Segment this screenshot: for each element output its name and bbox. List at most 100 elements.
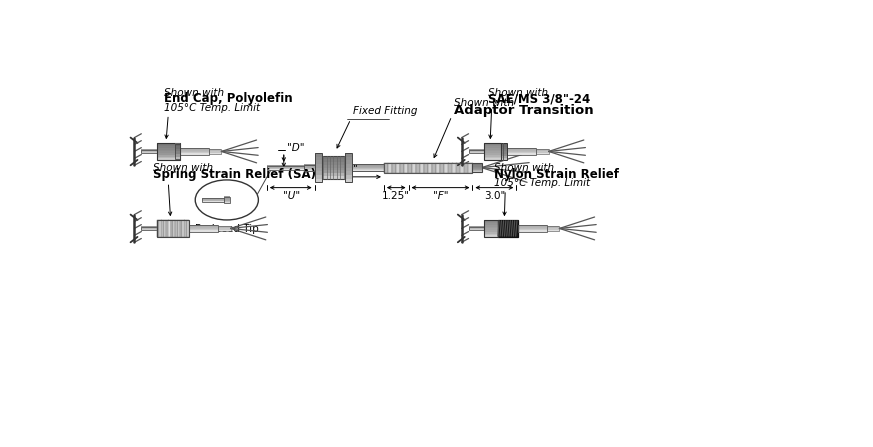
Bar [484, 220, 498, 237]
Bar [177, 220, 180, 237]
Bar [304, 167, 315, 169]
Bar [484, 225, 498, 227]
Bar [469, 149, 484, 150]
Ellipse shape [196, 180, 258, 220]
Text: SAE/MS 3/8"-24: SAE/MS 3/8"-24 [488, 92, 590, 105]
Bar [314, 160, 321, 164]
Bar [267, 166, 304, 167]
Bar [189, 230, 218, 232]
Bar [352, 168, 384, 169]
Bar [432, 163, 436, 173]
Bar [168, 220, 171, 237]
Bar [314, 167, 321, 171]
Bar [157, 143, 180, 145]
Bar [157, 151, 180, 153]
Bar [189, 225, 218, 226]
Bar [304, 169, 315, 170]
Bar [472, 166, 482, 168]
Bar [484, 153, 501, 155]
Bar [507, 149, 536, 150]
Bar [536, 152, 548, 154]
Text: 105°C Temp. Limit: 105°C Temp. Limit [494, 178, 590, 188]
Text: 105°C Temp. Limit: 105°C Temp. Limit [164, 103, 260, 113]
Bar [345, 164, 352, 168]
Bar [469, 152, 484, 153]
Bar [352, 164, 384, 166]
Bar [267, 165, 304, 166]
Text: 1.25": 1.25" [382, 191, 410, 201]
Bar [321, 164, 345, 168]
Bar [484, 219, 498, 222]
Bar [501, 155, 507, 158]
Bar [203, 200, 223, 201]
Bar [345, 152, 352, 156]
Bar [501, 151, 507, 154]
Bar [536, 150, 548, 152]
Text: "F": "F" [433, 191, 448, 201]
Bar [175, 148, 180, 152]
Text: Spring Strain Relief (SA): Spring Strain Relief (SA) [153, 168, 316, 181]
Bar [518, 226, 547, 228]
Bar [218, 227, 230, 228]
Bar [141, 149, 157, 153]
Bar [452, 163, 457, 173]
Bar [267, 166, 304, 169]
Bar [203, 201, 223, 202]
Bar [464, 163, 469, 173]
Bar [189, 229, 218, 231]
Bar [321, 156, 345, 179]
Bar [218, 228, 230, 230]
Bar [223, 197, 230, 198]
Bar [157, 220, 159, 237]
Bar [304, 166, 315, 168]
Bar [175, 151, 180, 154]
Bar [157, 153, 180, 155]
Bar [304, 169, 315, 171]
Bar [141, 227, 157, 228]
Bar [484, 149, 501, 152]
Bar [472, 168, 482, 170]
Bar [321, 173, 345, 176]
Bar [436, 163, 441, 173]
Bar [460, 163, 464, 173]
Bar [189, 226, 218, 228]
Bar [472, 164, 482, 165]
Bar [484, 146, 501, 148]
Bar [484, 228, 498, 230]
Bar [484, 143, 501, 160]
Bar [203, 198, 223, 199]
Bar [141, 228, 157, 229]
Text: Shown with: Shown with [488, 88, 548, 97]
Bar [210, 149, 222, 154]
Bar [501, 153, 507, 156]
Bar [547, 228, 560, 230]
Bar [141, 150, 157, 151]
Bar [314, 164, 321, 168]
Text: Shown with: Shown with [494, 163, 553, 173]
Bar [484, 156, 501, 158]
Bar [345, 174, 352, 178]
Bar [518, 225, 547, 226]
Text: Shown with: Shown with [164, 88, 224, 97]
Bar [388, 163, 392, 173]
Bar [501, 143, 507, 160]
Bar [416, 163, 420, 173]
Bar [352, 164, 384, 165]
Text: Reduced Tip: Reduced Tip [195, 224, 258, 234]
Bar [469, 149, 484, 153]
Bar [314, 171, 321, 175]
Bar [507, 151, 536, 152]
Bar [157, 146, 180, 148]
Bar [180, 148, 210, 149]
Bar [484, 148, 501, 150]
Bar [536, 149, 548, 150]
Bar [267, 167, 304, 168]
Bar [484, 144, 501, 146]
Bar [314, 156, 321, 160]
Bar [518, 228, 547, 229]
Text: "D": "D" [287, 143, 305, 153]
Bar [267, 168, 304, 169]
Bar [469, 151, 484, 152]
Bar [472, 169, 482, 171]
Bar [203, 198, 223, 202]
